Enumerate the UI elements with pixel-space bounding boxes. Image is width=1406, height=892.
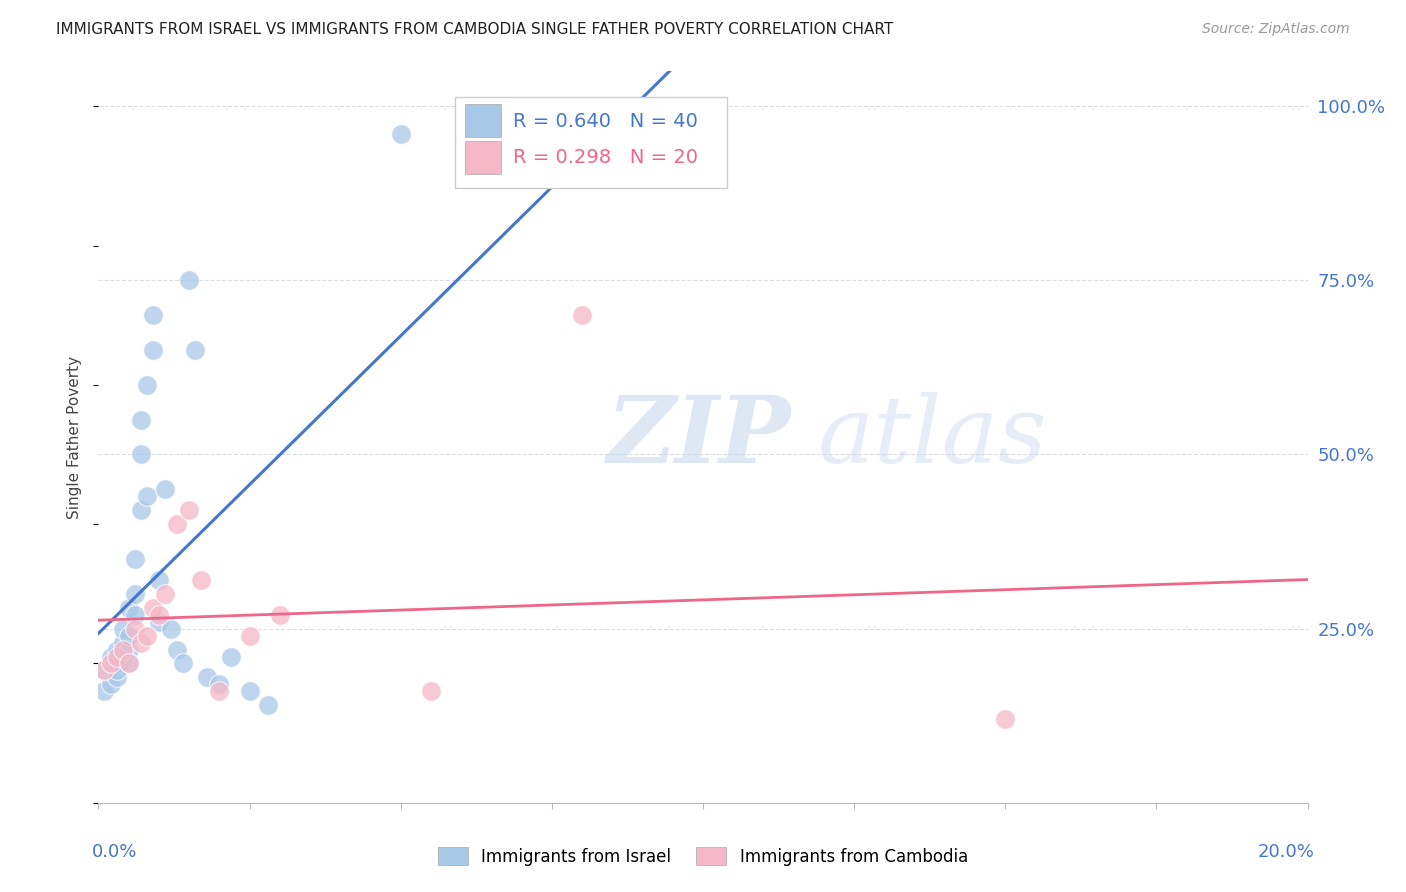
Point — [179, 503, 201, 517]
Point — [111, 642, 134, 657]
Text: R = 0.640   N = 40: R = 0.640 N = 40 — [513, 112, 697, 130]
Point — [100, 677, 122, 691]
Point — [111, 622, 134, 636]
Point — [111, 635, 134, 649]
Point — [208, 684, 231, 698]
Point — [179, 273, 201, 287]
Point — [100, 657, 122, 671]
Point — [166, 517, 188, 532]
Point — [571, 308, 593, 322]
Text: ZIP: ZIP — [606, 392, 790, 482]
Text: R = 0.298   N = 20: R = 0.298 N = 20 — [513, 148, 699, 167]
Point — [118, 657, 141, 671]
Point — [118, 657, 141, 671]
Point — [208, 677, 231, 691]
Point — [148, 573, 170, 587]
Bar — [465, 104, 501, 137]
Text: 0.0%: 0.0% — [91, 843, 136, 861]
Y-axis label: Single Father Poverty: Single Father Poverty — [67, 356, 83, 518]
Point — [129, 448, 152, 462]
Point — [190, 573, 212, 587]
Point — [93, 664, 115, 678]
Point — [124, 587, 146, 601]
Point — [118, 642, 141, 657]
Text: Source: ZipAtlas.com: Source: ZipAtlas.com — [1202, 22, 1350, 37]
Point — [256, 698, 278, 713]
Point — [135, 377, 157, 392]
Point — [148, 615, 170, 629]
Point — [239, 684, 262, 698]
Point — [105, 642, 128, 657]
Point — [142, 600, 165, 615]
Text: IMMIGRANTS FROM ISRAEL VS IMMIGRANTS FROM CAMBODIA SINGLE FATHER POVERTY CORRELA: IMMIGRANTS FROM ISRAEL VS IMMIGRANTS FRO… — [56, 22, 893, 37]
Text: atlas: atlas — [818, 392, 1047, 482]
Point — [389, 127, 412, 141]
Point — [118, 600, 141, 615]
Point — [93, 664, 115, 678]
Legend: Immigrants from Israel, Immigrants from Cambodia: Immigrants from Israel, Immigrants from … — [432, 841, 974, 872]
Point — [124, 607, 146, 622]
Point — [160, 622, 183, 636]
Text: 20.0%: 20.0% — [1258, 843, 1315, 861]
Point — [221, 649, 243, 664]
Point — [124, 622, 146, 636]
Point — [195, 670, 218, 684]
Point — [100, 649, 122, 664]
Point — [166, 642, 188, 657]
Point — [118, 629, 141, 643]
Point — [172, 657, 194, 671]
Point — [420, 684, 443, 698]
Point — [105, 664, 128, 678]
Point — [129, 503, 152, 517]
Point — [153, 483, 176, 497]
Point — [105, 670, 128, 684]
Point — [239, 629, 262, 643]
Point — [184, 343, 207, 357]
Point — [142, 308, 165, 322]
Point — [105, 649, 128, 664]
Point — [111, 649, 134, 664]
Point — [994, 712, 1017, 726]
Point — [93, 684, 115, 698]
FancyBboxPatch shape — [456, 97, 727, 188]
Point — [135, 489, 157, 503]
Point — [148, 607, 170, 622]
Point — [153, 587, 176, 601]
Point — [129, 412, 152, 426]
Point — [142, 343, 165, 357]
Point — [135, 629, 157, 643]
Point — [129, 635, 152, 649]
Point — [269, 607, 291, 622]
Bar — [465, 141, 501, 174]
Point — [124, 552, 146, 566]
Point — [105, 657, 128, 671]
Point — [100, 657, 122, 671]
